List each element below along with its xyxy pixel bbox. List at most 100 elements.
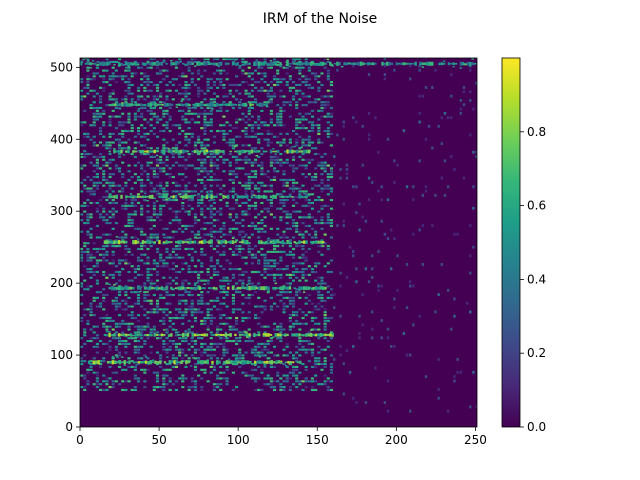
- harmonic-band-cell: [310, 61, 313, 66]
- harmonic-band-cell: [117, 150, 121, 153]
- heatmap-cell: [165, 201, 169, 205]
- harmonic-band-cell: [166, 105, 169, 107]
- heatmap-cell: [314, 357, 318, 360]
- heatmap-cell: [279, 388, 283, 392]
- heatmap-cell: [92, 331, 96, 334]
- harmonic-band-cell: [237, 361, 240, 364]
- heatmap-cell: [102, 144, 106, 147]
- heatmap-cell: [149, 101, 153, 104]
- heatmap-cell: [317, 196, 321, 199]
- heatmap-cell: [165, 368, 169, 371]
- heatmap-cell: [136, 141, 141, 144]
- heatmap-cell: [108, 98, 112, 101]
- heatmap-cell: [136, 380, 141, 383]
- harmonic-band-cell: [298, 58, 301, 60]
- heatmap-cell: [89, 308, 93, 311]
- heatmap-cell: [168, 253, 172, 256]
- heatmap-cell: [291, 129, 296, 133]
- heatmap-cell: [155, 66, 160, 69]
- heatmap-cell: [197, 115, 201, 118]
- heatmap-cell: [329, 296, 334, 299]
- heatmap-cell: [140, 196, 144, 199]
- heatmap-cell: [263, 348, 267, 351]
- heatmap-cell: [276, 245, 280, 248]
- heatmap-cell: [95, 279, 99, 282]
- heatmap-cell: [247, 135, 251, 138]
- harmonic-band-cell: [115, 236, 118, 238]
- heatmap-cell: [317, 138, 321, 141]
- heatmap-cell: [263, 216, 267, 219]
- heatmap-cell: [257, 351, 261, 354]
- heatmap-cell: [263, 377, 267, 380]
- heatmap-cell: [244, 92, 248, 95]
- heatmap-cell: [203, 204, 207, 207]
- heatmap-cell: [111, 184, 115, 187]
- heatmap-cell: [165, 250, 169, 253]
- heatmap-cell: [291, 325, 296, 328]
- heatmap-cell: [178, 155, 182, 158]
- heatmap-cell: [146, 299, 150, 302]
- harmonic-band-cell: [201, 240, 204, 244]
- heatmap-cell: [130, 316, 134, 320]
- heatmap-cell: [168, 115, 172, 118]
- heatmap-cell: [200, 207, 204, 210]
- heatmap-cell: [181, 92, 185, 95]
- heatmap-cell: [310, 175, 315, 179]
- heatmap-cell: [200, 247, 204, 251]
- heatmap-cell: [260, 354, 264, 357]
- heatmap-cell: [133, 236, 137, 239]
- heatmap-cell: [235, 89, 239, 92]
- heatmap-cell: [95, 155, 99, 158]
- heatmap-cell: [117, 325, 122, 328]
- heatmap-cell: [165, 83, 169, 87]
- heatmap-cell: [200, 201, 204, 205]
- heatmap-cell: [184, 75, 188, 78]
- heatmap-cell: [244, 72, 248, 75]
- heatmap-cell: [114, 296, 118, 299]
- harmonic-band-cell: [268, 99, 271, 101]
- harmonic-band-cell: [421, 66, 425, 68]
- heatmap-cell: [228, 144, 232, 147]
- heatmap-cell: [136, 362, 141, 366]
- heatmap-cell: [235, 144, 239, 147]
- heatmap-cell: [86, 222, 90, 225]
- heatmap-cell: [279, 259, 283, 262]
- heatmap-cell: [86, 288, 90, 291]
- heatmap-cell: [149, 184, 153, 187]
- heatmap-cell: [89, 236, 93, 239]
- heatmap-cell: [291, 219, 296, 222]
- heatmap-cell: [86, 253, 90, 256]
- heatmap-cell: [190, 377, 194, 380]
- heatmap-cell: [437, 388, 440, 392]
- heatmap-cell: [393, 181, 396, 184]
- heatmap-cell: [197, 112, 201, 115]
- heatmap-cell: [187, 253, 191, 256]
- heatmap-cell: [307, 342, 311, 345]
- harmonic-band-cell: [178, 103, 181, 106]
- heatmap-cell: [320, 141, 324, 144]
- harmonic-band-cell: [248, 150, 251, 153]
- heatmap-cell: [231, 60, 235, 64]
- heatmap-cell: [241, 273, 245, 276]
- heatmap-cell: [193, 213, 198, 216]
- heatmap-cell: [187, 60, 191, 64]
- heatmap-cell: [257, 213, 261, 216]
- heatmap-cell: [253, 207, 258, 210]
- heatmap-cell: [314, 78, 318, 81]
- heatmap-cell: [329, 187, 334, 190]
- heatmap-cell: [165, 124, 169, 127]
- heatmap-cell: [295, 141, 299, 144]
- heatmap-cell: [326, 291, 330, 294]
- heatmap-cell: [307, 311, 311, 314]
- heatmap-cell: [178, 351, 182, 354]
- heatmap-cell: [190, 311, 194, 314]
- heatmap-cell: [206, 124, 210, 127]
- heatmap-cell: [329, 259, 334, 262]
- heatmap-cell: [317, 141, 321, 144]
- heatmap-cell: [241, 58, 245, 61]
- heatmap-cell: [117, 141, 122, 144]
- heatmap-cell: [102, 219, 106, 222]
- heatmap-cell: [136, 339, 141, 343]
- heatmap-cell: [241, 293, 245, 297]
- heatmap-cell: [114, 81, 118, 84]
